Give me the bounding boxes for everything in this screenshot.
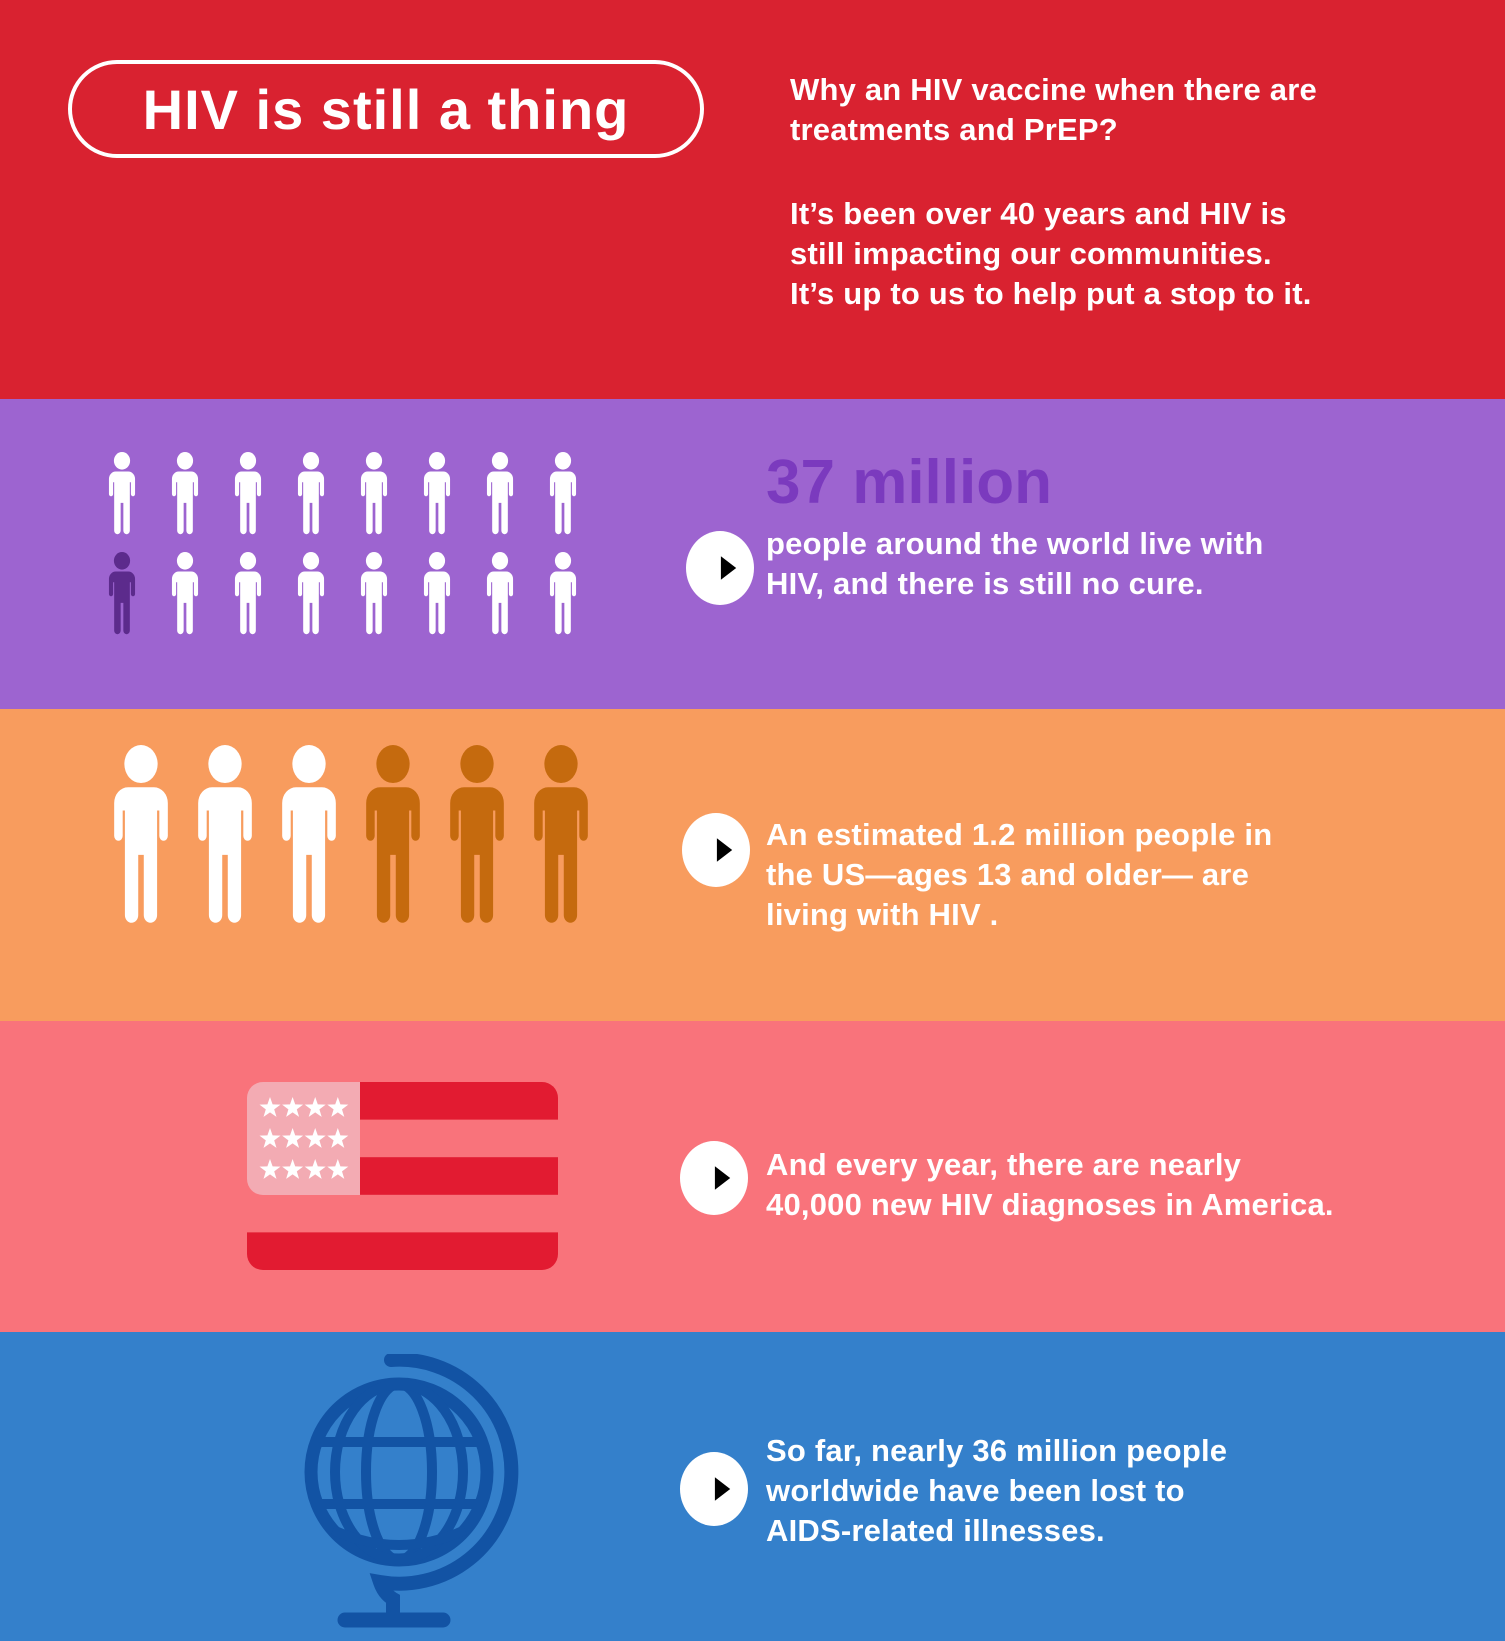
stat-number: 37 million <box>766 448 1052 517</box>
section-intro: HIV is still a thing Why an HIV vaccine … <box>0 0 1505 399</box>
person-icon <box>486 552 514 635</box>
arrow-circle-icon <box>680 1141 748 1215</box>
pictogram-row <box>104 452 581 538</box>
right-arrow-icon <box>696 1477 731 1501</box>
page-title: HIV is still a thing <box>142 77 630 141</box>
person-icon <box>423 452 451 535</box>
world-stat-block: 37 million people around the world live … <box>766 448 1263 604</box>
person-icon <box>549 452 577 535</box>
us-stat-text: An estimated 1.2 million people in the U… <box>766 817 1273 932</box>
intro-question: Why an HIV vaccine when there are treatm… <box>790 72 1317 147</box>
person-icon <box>171 552 199 635</box>
arrow-circle-icon <box>682 813 750 887</box>
person-icon <box>108 552 136 635</box>
arrow-circle-icon <box>680 1452 748 1526</box>
person-icon <box>108 452 136 535</box>
person-icon <box>234 452 262 535</box>
pictogram-row <box>104 552 581 638</box>
globe-icon <box>304 1354 519 1628</box>
world-stat-text: people around the world live with HIV, a… <box>766 526 1264 601</box>
person-icon <box>171 452 199 535</box>
title-pill: HIV is still a thing <box>68 60 704 158</box>
diagnoses-text: And every year, there are nearly 40,000 … <box>766 1147 1334 1222</box>
person-icon <box>114 745 168 923</box>
section-world-stat: 37 million people around the world live … <box>0 399 1505 709</box>
intro-text-block: Why an HIV vaccine when there are treatm… <box>790 70 1410 314</box>
person-icon <box>234 552 262 635</box>
right-arrow-icon <box>702 556 737 580</box>
us-flag-icon <box>247 1082 558 1270</box>
person-icon <box>297 452 325 535</box>
person-icon <box>297 552 325 635</box>
intro-statement: It’s been over 40 years and HIV is still… <box>790 196 1312 311</box>
person-icon <box>450 745 504 923</box>
section-us-stat: An estimated 1.2 million people in the U… <box>0 709 1505 1021</box>
person-icon <box>366 745 420 923</box>
person-icon <box>198 745 252 923</box>
person-icon <box>549 552 577 635</box>
arrow-circle-icon <box>686 531 754 605</box>
section-global-loss: So far, nearly 36 million people worldwi… <box>0 1332 1505 1641</box>
right-arrow-icon <box>696 1166 731 1190</box>
person-icon <box>360 452 388 535</box>
pictogram-row <box>104 745 598 931</box>
person-icon <box>486 452 514 535</box>
global-loss-text: So far, nearly 36 million people worldwi… <box>766 1433 1228 1548</box>
right-arrow-icon <box>698 838 733 862</box>
person-icon <box>360 552 388 635</box>
section-diagnoses: And every year, there are nearly 40,000 … <box>0 1021 1505 1332</box>
person-icon <box>534 745 588 923</box>
person-icon <box>423 552 451 635</box>
person-icon <box>282 745 336 923</box>
